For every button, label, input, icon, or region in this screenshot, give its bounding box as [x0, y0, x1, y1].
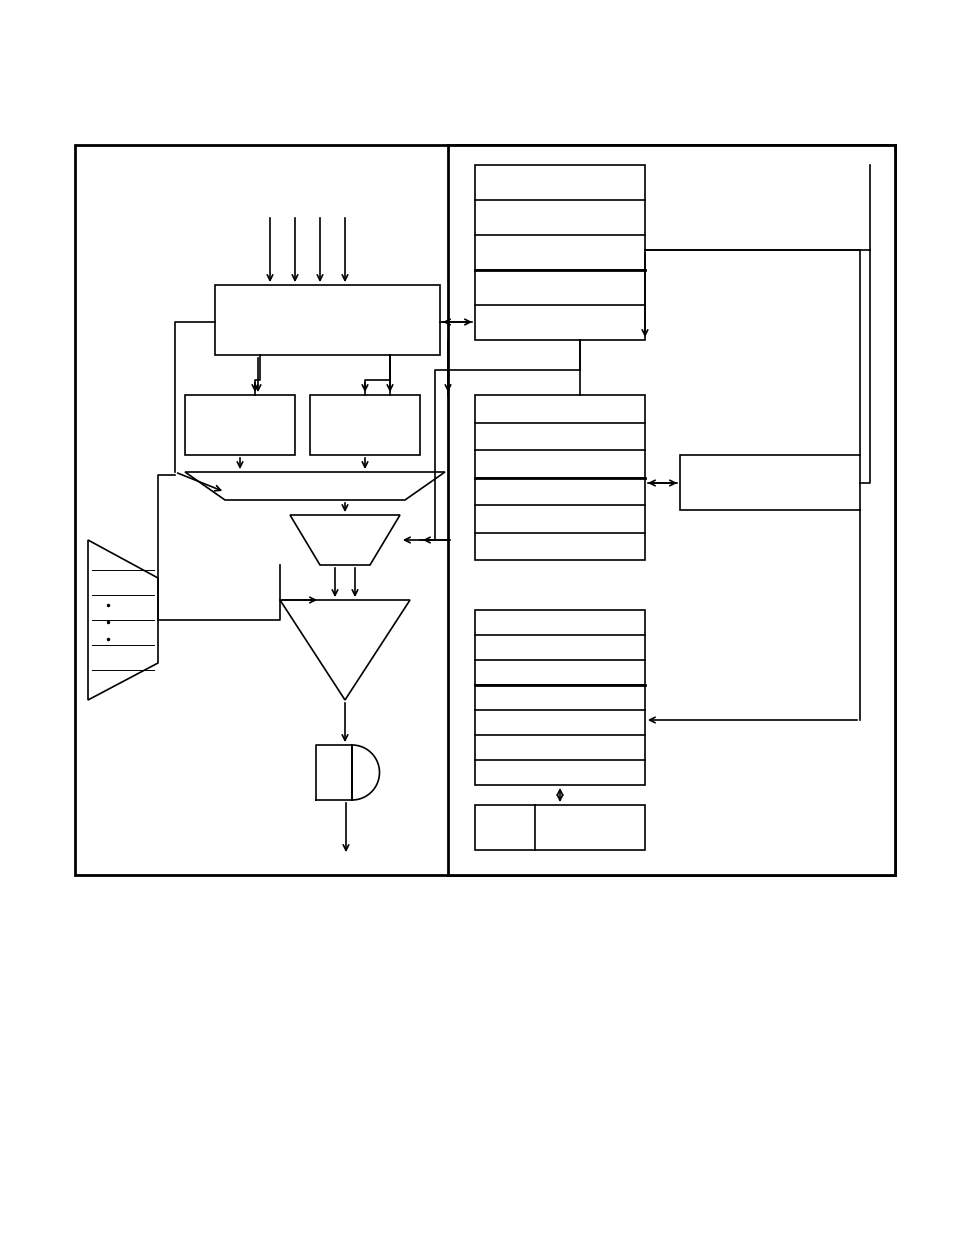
Bar	[475, 165, 644, 340]
Bar	[75, 144, 894, 876]
Bar	[475, 805, 644, 850]
Polygon shape	[88, 540, 158, 700]
Bar	[679, 454, 859, 510]
Bar	[310, 395, 419, 454]
Polygon shape	[315, 745, 379, 800]
Polygon shape	[290, 515, 399, 564]
Polygon shape	[280, 600, 410, 700]
Bar	[448, 144, 894, 876]
Bar	[185, 395, 294, 454]
Polygon shape	[185, 472, 444, 500]
Bar	[214, 285, 439, 354]
Bar	[475, 610, 644, 785]
Bar	[475, 395, 644, 559]
